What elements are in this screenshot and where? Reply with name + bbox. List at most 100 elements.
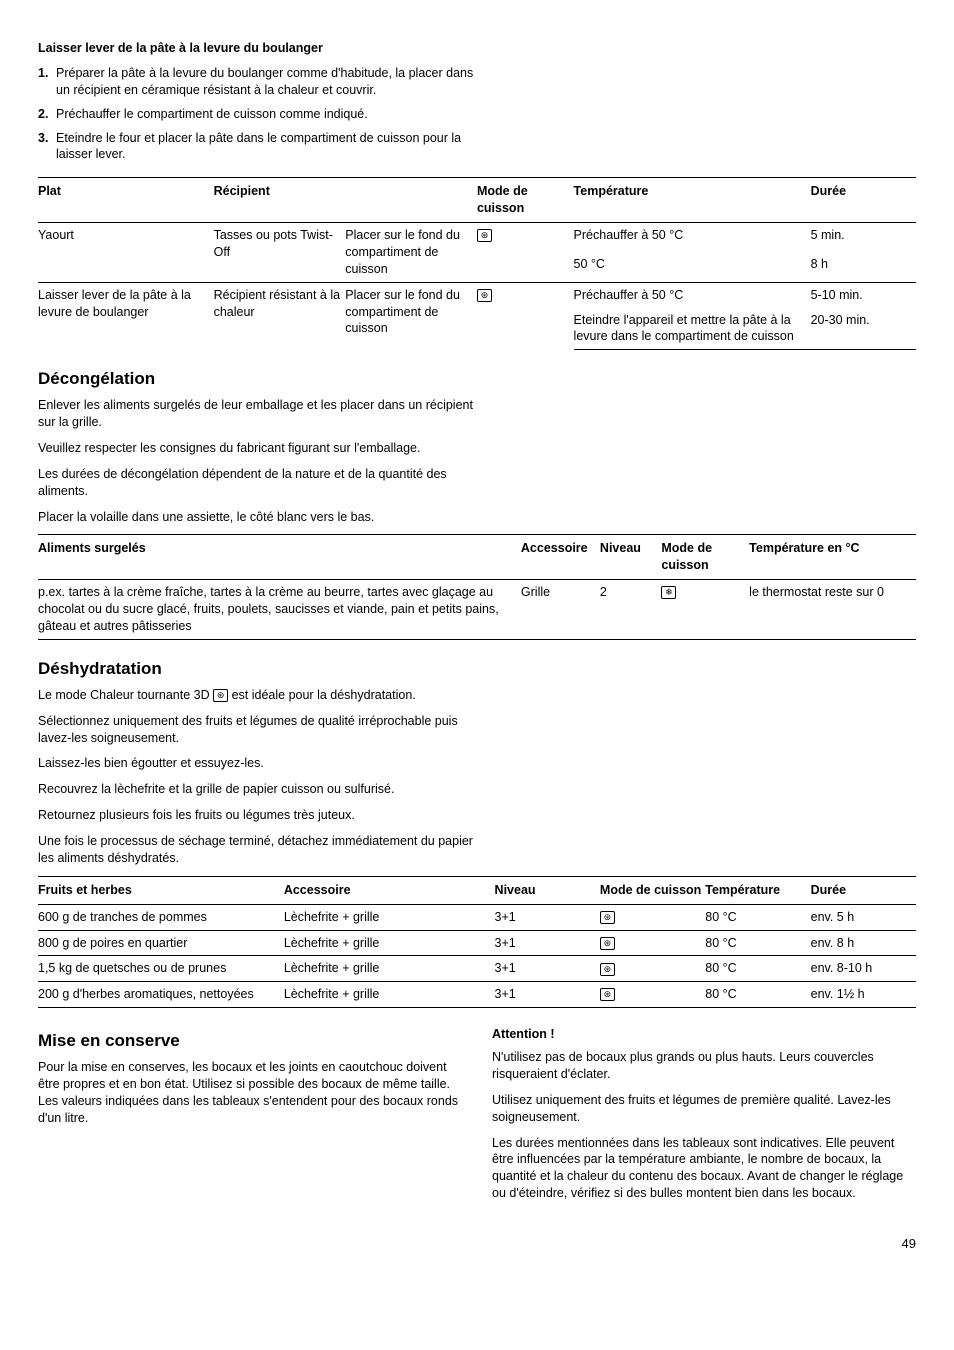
deshyd-para: Le mode Chaleur tournante 3D ⊛ est idéal… <box>38 687 478 704</box>
cell-plat: Yaourt <box>38 223 214 283</box>
cell-temp2: 50 °C <box>574 252 811 282</box>
deshyd-para: Sélectionnez uniquement des fruits et lé… <box>38 713 478 747</box>
cell-alim: p.ex. tartes à la crème fraîche, tartes … <box>38 580 521 640</box>
th-mode: Mode de cuisson <box>477 178 574 223</box>
step-num: 1. <box>38 65 52 99</box>
th-duree: Durée <box>811 178 916 223</box>
cell: 80 °C <box>705 930 810 956</box>
fan-icon: ⊛ <box>600 988 615 1001</box>
cell: 3+1 <box>495 904 600 930</box>
fan-icon: ⊛ <box>600 937 615 950</box>
cell: 80 °C <box>705 956 810 982</box>
deshyd-para: Laissez-les bien égoutter et essuyez-les… <box>38 755 478 772</box>
cell-plat: Laisser lever de la pâte à la levure de … <box>38 282 214 350</box>
table-plat: Plat Récipient Mode de cuisson Températu… <box>38 177 916 350</box>
th-duree: Durée <box>811 876 916 904</box>
decong-para: Enlever les aliments surgelés de leur em… <box>38 397 478 431</box>
th-mode: Mode de cuisson <box>661 535 749 580</box>
cell-duree1: 5 min. <box>811 223 916 253</box>
th-recipient: Récipient <box>214 178 477 223</box>
cell: ⊛ <box>600 982 705 1008</box>
th-fruits: Fruits et herbes <box>38 876 284 904</box>
conserve-right: Les durées mentionnées dans les tableaux… <box>492 1135 916 1203</box>
fan-icon: ⊛ <box>600 963 615 976</box>
deshyd-para: Recouvrez la lèchefrite et la grille de … <box>38 781 478 798</box>
cell: Lèchefrite + grille <box>284 956 495 982</box>
decong-para: Les durées de décongélation dépendent de… <box>38 466 478 500</box>
cell-niv: 2 <box>600 580 661 640</box>
decong-para: Veuillez respecter les consignes du fabr… <box>38 440 478 457</box>
cell: 80 °C <box>705 982 810 1008</box>
th-niv: Niveau <box>495 876 600 904</box>
fan-icon: ⊛ <box>477 289 492 302</box>
conserve-right: N'utilisez pas de bocaux plus grands ou … <box>492 1049 916 1083</box>
th-temp: Température en °C <box>749 535 916 580</box>
th-plat: Plat <box>38 178 214 223</box>
cell: 800 g de poires en quartier <box>38 930 284 956</box>
cell: 3+1 <box>495 956 600 982</box>
th-alim: Aliments surgelés <box>38 535 521 580</box>
th-acc: Accessoire <box>521 535 600 580</box>
cell: Lèchefrite + grille <box>284 904 495 930</box>
cell-temp1: Préchauffer à 50 °C <box>574 282 811 307</box>
cell: 3+1 <box>495 930 600 956</box>
cell-icon: ⊛ <box>477 282 574 350</box>
conserve-right: Utilisez uniquement des fruits et légume… <box>492 1092 916 1126</box>
th-temp: Température <box>705 876 810 904</box>
cell: env. 8-10 h <box>811 956 916 982</box>
cell: 1,5 kg de quetsches ou de prunes <box>38 956 284 982</box>
step-text: Préchauffer le compartiment de cuisson c… <box>56 106 368 123</box>
defrost-icon: ❄ <box>661 586 676 599</box>
conserve-left: Pour la mise en conserves, les bocaux et… <box>38 1059 462 1127</box>
cell: 80 °C <box>705 904 810 930</box>
step-num: 3. <box>38 130 52 164</box>
step-text: Préparer la pâte à la levure du boulange… <box>56 65 478 99</box>
cell-icon: ❄ <box>661 580 749 640</box>
cell: Lèchefrite + grille <box>284 982 495 1008</box>
cell-temp2: Eteindre l'appareil et mettre la pâte à … <box>574 308 811 350</box>
cell-acc: Grille <box>521 580 600 640</box>
cell: ⊛ <box>600 956 705 982</box>
cell: ⊛ <box>600 904 705 930</box>
cell: 200 g d'herbes aromatiques, nettoyées <box>38 982 284 1008</box>
decong-para: Placer la volaille dans une assiette, le… <box>38 509 478 526</box>
step-num: 2. <box>38 106 52 123</box>
deshyd-para: Retournez plusieurs fois les fruits ou l… <box>38 807 478 824</box>
conserve-title: Mise en conserve <box>38 1030 462 1053</box>
table-aliments: Aliments surgelés Accessoire Niveau Mode… <box>38 534 916 639</box>
cell-icon: ⊛ <box>477 223 574 283</box>
fan-icon: ⊛ <box>213 689 228 702</box>
table-fruits: Fruits et herbes Accessoire Niveau Mode … <box>38 876 916 1008</box>
th-temp: Température <box>574 178 811 223</box>
fan-icon: ⊛ <box>477 229 492 242</box>
cell-recip1: Récipient résistant à la chaleur <box>214 282 346 350</box>
th-niv: Niveau <box>600 535 661 580</box>
cell-temp: le thermostat reste sur 0 <box>749 580 916 640</box>
th-mode: Mode de cuisson <box>600 876 705 904</box>
fan-icon: ⊛ <box>600 911 615 924</box>
intro-heading: Laisser lever de la pâte à la levure du … <box>38 40 478 57</box>
cell-temp1: Préchauffer à 50 °C <box>574 223 811 253</box>
cell: env. 5 h <box>811 904 916 930</box>
cell-recip1: Tasses ou pots Twist-Off <box>214 223 346 283</box>
cell-duree1: 5-10 min. <box>811 282 916 307</box>
attention-heading: Attention ! <box>492 1026 916 1043</box>
cell-duree2: 20-30 min. <box>811 308 916 350</box>
cell: 3+1 <box>495 982 600 1008</box>
cell-recip2: Placer sur le fond du compartiment de cu… <box>345 282 477 350</box>
conserve-section: Mise en conserve Pour la mise en conserv… <box>38 1026 916 1211</box>
cell: env. 8 h <box>811 930 916 956</box>
step-text: Eteindre le four et placer la pâte dans … <box>56 130 478 164</box>
th-acc: Accessoire <box>284 876 495 904</box>
deshyd-para: Une fois le processus de séchage terminé… <box>38 833 478 867</box>
page-number: 49 <box>38 1235 916 1253</box>
cell-recip2: Placer sur le fond du compartiment de cu… <box>345 223 477 283</box>
cell: Lèchefrite + grille <box>284 930 495 956</box>
cell: env. 1½ h <box>811 982 916 1008</box>
decong-title: Décongélation <box>38 368 916 391</box>
deshyd-title: Déshydratation <box>38 658 916 681</box>
cell: ⊛ <box>600 930 705 956</box>
intro-steps: 1.Préparer la pâte à la levure du boulan… <box>38 65 916 163</box>
cell-duree2: 8 h <box>811 252 916 282</box>
cell: 600 g de tranches de pommes <box>38 904 284 930</box>
